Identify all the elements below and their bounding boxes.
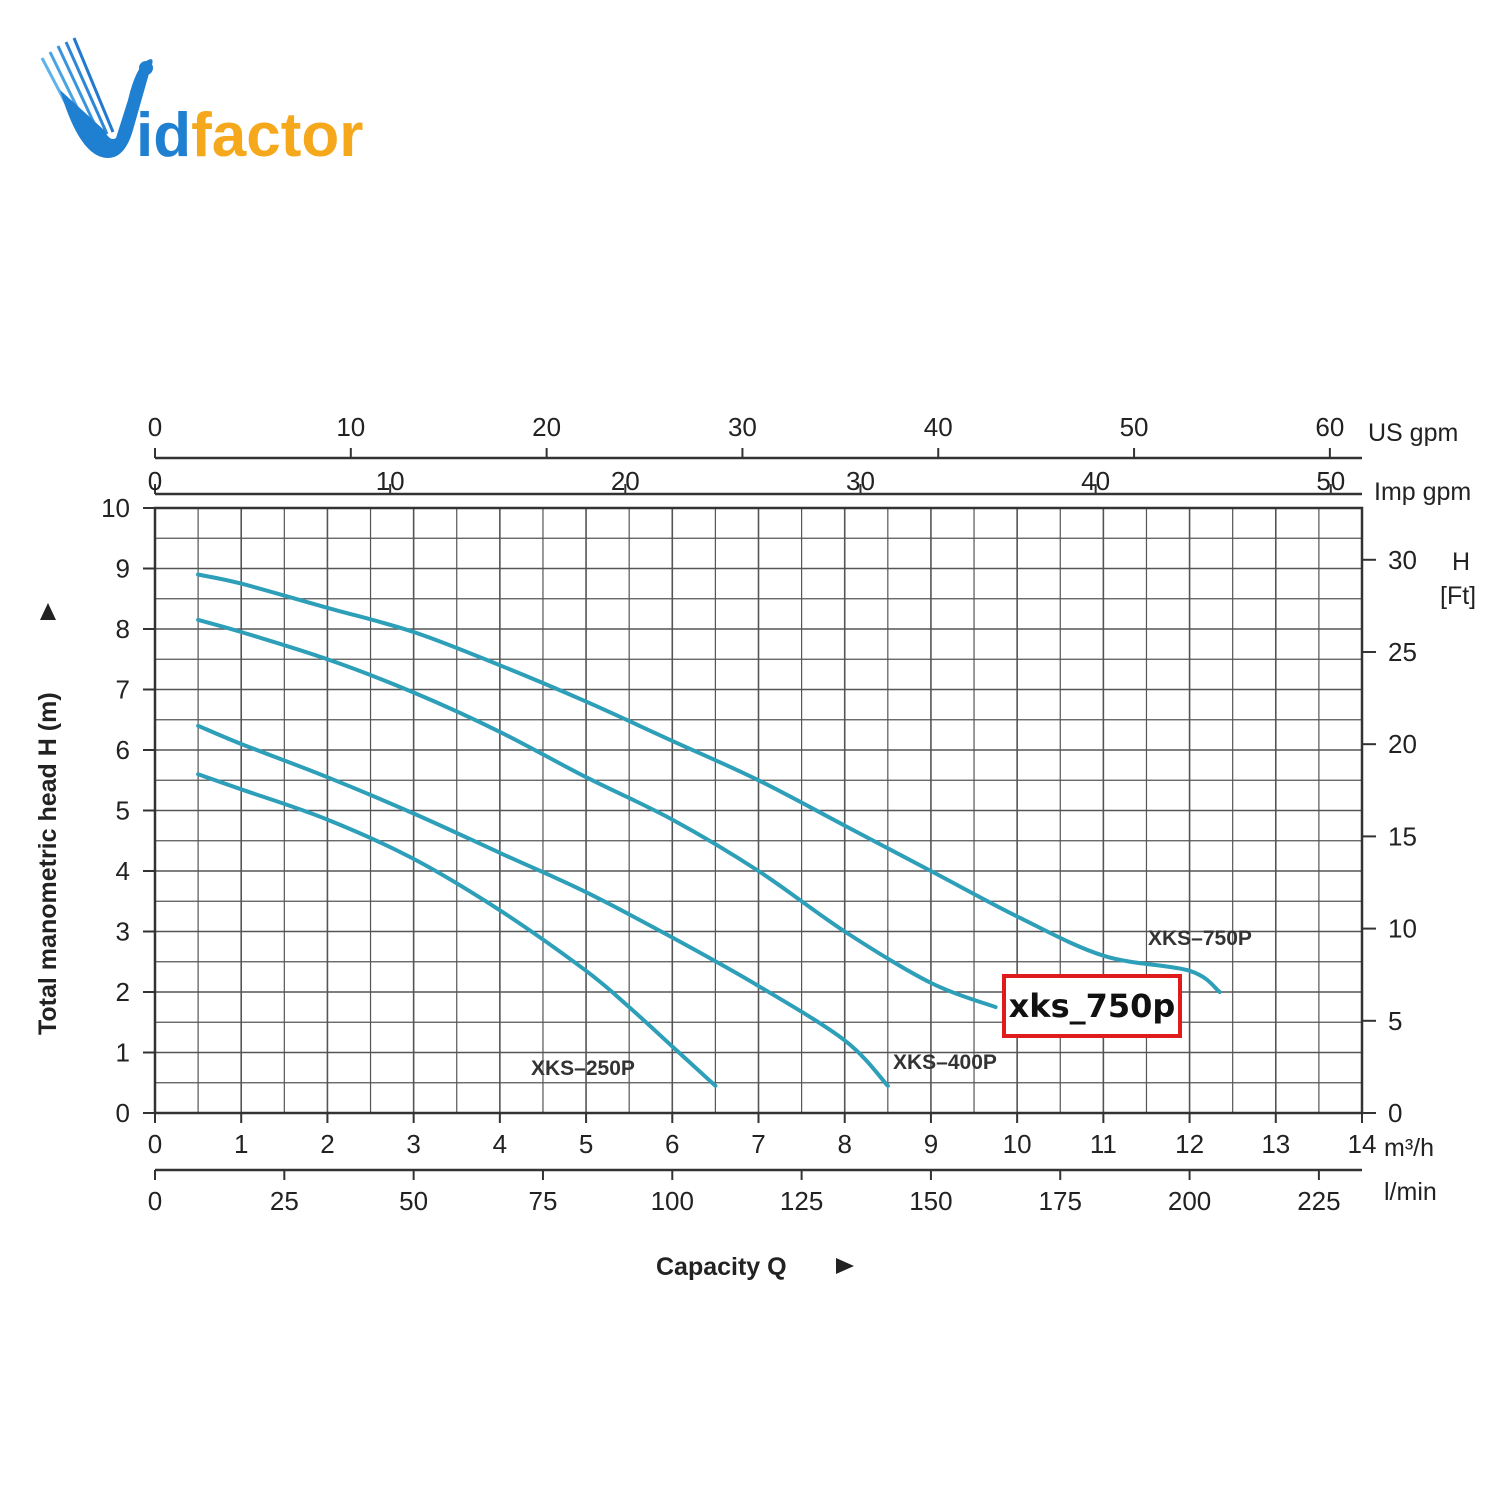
imp-gpm-tick-label: 40 <box>1081 466 1110 496</box>
lmin-tick-label: 125 <box>780 1186 823 1216</box>
series-label-400p: XKS–400P <box>893 1051 997 1074</box>
y-tick-label: 10 <box>101 493 130 523</box>
us-gpm-tick-label: 60 <box>1315 412 1344 442</box>
x-tick-label: 14 <box>1348 1129 1377 1159</box>
unit-ft-h: H <box>1452 548 1470 576</box>
x-tick-label: 7 <box>751 1129 765 1159</box>
y-tick-label: 2 <box>116 977 130 1007</box>
series-line-4 <box>196 572 1222 994</box>
x-tick-label: 8 <box>837 1129 851 1159</box>
y-tick-label: 4 <box>116 856 130 886</box>
y-axis-arrow-icon <box>40 603 56 620</box>
y-tick-label: 0 <box>116 1098 130 1128</box>
x-tick-label: 12 <box>1175 1129 1204 1159</box>
series-line-3 <box>196 617 998 1010</box>
x-tick-label: 10 <box>1003 1129 1032 1159</box>
lmin-tick-label: 100 <box>651 1186 694 1216</box>
x-tick-label: 0 <box>148 1129 162 1159</box>
lmin-tick-label: 225 <box>1297 1186 1340 1216</box>
imp-gpm-tick-label: 50 <box>1316 466 1345 496</box>
y-tick-label: 1 <box>116 1038 130 1068</box>
ft-tick-label: 15 <box>1388 821 1417 851</box>
unit-us-gpm: US gpm <box>1368 419 1458 447</box>
us-gpm-tick-label: 30 <box>728 412 757 442</box>
chart-axes <box>143 448 1376 1180</box>
imp-gpm-tick-label: 10 <box>376 466 405 496</box>
x-axis-label: Capacity Q <box>656 1253 787 1281</box>
x-tick-label: 11 <box>1090 1129 1117 1159</box>
lmin-tick-label: 25 <box>270 1186 299 1216</box>
imp-gpm-tick-label: 30 <box>846 466 875 496</box>
ft-tick-label: 0 <box>1388 1098 1402 1128</box>
lmin-tick-label: 150 <box>909 1186 952 1216</box>
y-tick-label: 7 <box>116 675 130 705</box>
us-gpm-tick-label: 10 <box>336 412 365 442</box>
vidfactor-logo: idfactor <box>40 37 363 170</box>
unit-ft-bracket: [Ft] <box>1440 582 1476 610</box>
series-line-1 <box>196 772 718 1088</box>
ft-tick-label: 10 <box>1388 914 1417 944</box>
x-tick-label: 3 <box>406 1129 420 1159</box>
ft-tick-label: 25 <box>1388 637 1417 667</box>
x-tick-label: 9 <box>924 1129 938 1159</box>
highlight-annotation: xks_750p <box>1002 974 1182 1038</box>
us-gpm-tick-label: 20 <box>532 412 561 442</box>
y-tick-label: 5 <box>116 796 130 826</box>
x-tick-label: 5 <box>579 1129 593 1159</box>
svg-text:xks_750p: xks_750p <box>1009 987 1176 1025</box>
ft-tick-label: 5 <box>1388 1006 1402 1036</box>
x-tick-label: 1 <box>234 1129 248 1159</box>
lmin-tick-label: 175 <box>1039 1186 1082 1216</box>
lmin-tick-label: 0 <box>148 1186 162 1216</box>
us-gpm-tick-label: 0 <box>148 412 162 442</box>
y-tick-label: 8 <box>116 614 130 644</box>
x-axis-arrow-icon <box>836 1258 854 1274</box>
y-tick-label: 3 <box>116 917 130 947</box>
ft-tick-label: 30 <box>1388 545 1417 575</box>
series-line-2 <box>196 723 890 1088</box>
series-label-750p: XKS–750P <box>1148 927 1252 950</box>
y-tick-label: 9 <box>116 554 130 584</box>
chart-curves <box>196 572 1222 1088</box>
imp-gpm-tick-label: 20 <box>611 466 640 496</box>
lmin-tick-label: 75 <box>529 1186 558 1216</box>
series-label-250p: XKS–250P <box>531 1057 635 1080</box>
y-tick-label: 6 <box>116 735 130 765</box>
us-gpm-tick-label: 40 <box>924 412 953 442</box>
x-tick-label: 13 <box>1261 1129 1290 1159</box>
lmin-tick-label: 200 <box>1168 1186 1211 1216</box>
x-tick-label: 6 <box>665 1129 679 1159</box>
unit-imp-gpm: Imp gpm <box>1374 478 1471 506</box>
x-tick-label: 2 <box>320 1129 334 1159</box>
ft-tick-label: 20 <box>1388 729 1417 759</box>
logo-v-mark <box>60 59 153 158</box>
lmin-tick-label: 50 <box>399 1186 428 1216</box>
unit-m3h: m³/h <box>1384 1134 1434 1162</box>
logo-text: idfactor <box>136 101 363 170</box>
x-tick-label: 4 <box>493 1129 507 1159</box>
us-gpm-tick-label: 50 <box>1120 412 1149 442</box>
y-axis-label: Total manometric head H (m) <box>34 692 62 1035</box>
unit-lmin: l/min <box>1384 1178 1437 1206</box>
imp-gpm-tick-label: 0 <box>148 466 162 496</box>
